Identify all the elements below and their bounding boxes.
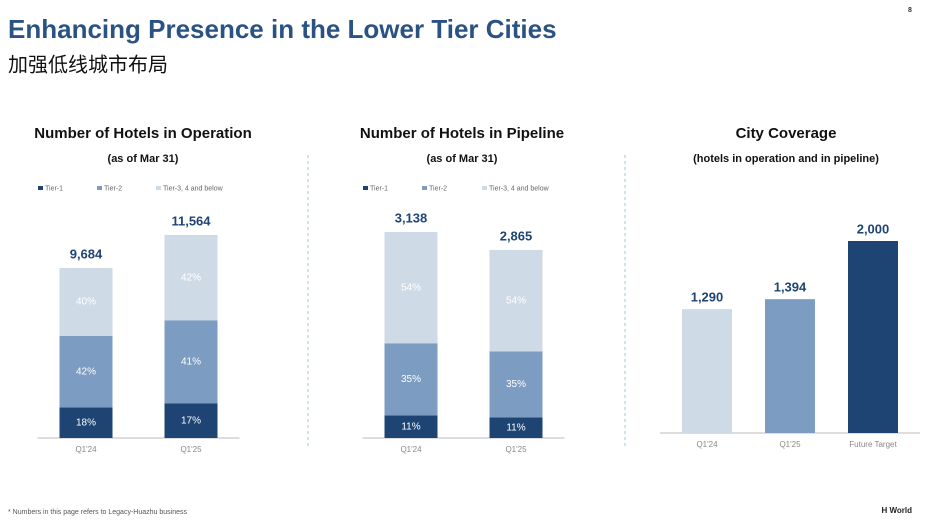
chart-subtitle: (hotels in operation and in pipeline) — [693, 153, 879, 165]
bar-segment — [384, 343, 438, 416]
segment-label: 35% — [506, 379, 526, 390]
legend-label: Tier-3, 4 and below — [163, 185, 224, 192]
bar-segment — [489, 417, 543, 438]
legend-swatch — [363, 186, 368, 190]
bar — [682, 309, 732, 433]
value-label: 1,290 — [691, 290, 724, 305]
bar — [848, 241, 898, 433]
bar-segment — [489, 249, 543, 352]
bar-segment — [59, 268, 113, 337]
total-label: 3,138 — [395, 210, 428, 225]
bar-segment — [59, 336, 113, 408]
legend-swatch — [38, 186, 43, 190]
value-label: 1,394 — [774, 280, 807, 295]
bar-segment — [164, 320, 218, 404]
segment-label: 11% — [401, 421, 420, 432]
segment-label: 40% — [76, 297, 96, 308]
legend-label: Tier-3, 4 and below — [489, 185, 550, 192]
page-number: 8 — [908, 7, 912, 14]
segment-label: 54% — [506, 295, 526, 306]
legend-swatch — [482, 186, 487, 190]
chart-title: City Coverage — [736, 125, 837, 142]
brand: H World — [881, 506, 912, 515]
x-tick-label: Q1'24 — [75, 445, 97, 454]
segment-label: 42% — [181, 272, 201, 283]
slide-subtitle: 加强低线城市布局 — [8, 53, 168, 76]
segment-label: 54% — [401, 282, 421, 293]
chart-subtitle: (as of Mar 31) — [108, 153, 179, 165]
x-tick-label: Q1'25 — [180, 445, 202, 454]
chart-subtitle: (as of Mar 31) — [427, 153, 498, 165]
footnote: * Numbers in this page refers to Legacy-… — [8, 509, 187, 516]
legend-label: Tier-2 — [104, 185, 122, 192]
total-label: 2,865 — [500, 228, 533, 243]
total-label: 11,564 — [171, 213, 211, 228]
x-tick-label: Q1'25 — [505, 445, 527, 454]
legend-swatch — [422, 186, 427, 190]
segment-label: 18% — [76, 417, 96, 428]
bar-segment — [59, 407, 113, 438]
bar — [765, 299, 815, 433]
segment-label: 17% — [181, 415, 201, 426]
x-tick-label: Q1'24 — [400, 445, 422, 454]
x-tick-label: Q1'24 — [696, 440, 718, 449]
segment-label: 42% — [76, 366, 96, 377]
x-tick-label: Future Target — [849, 440, 897, 449]
total-label: 9,684 — [70, 246, 103, 261]
chart-title: Number of Hotels in Operation — [34, 125, 252, 142]
bar-segment — [384, 415, 438, 438]
segment-label: 35% — [401, 374, 421, 385]
legend-swatch — [156, 186, 161, 190]
value-label: 2,000 — [857, 221, 890, 236]
bar-segment — [164, 235, 218, 321]
segment-label: 11% — [506, 422, 525, 433]
slide-title: Enhancing Presence in the Lower Tier Cit… — [8, 14, 557, 44]
legend-label: Tier-1 — [45, 185, 63, 192]
bar-segment — [489, 351, 543, 418]
segment-label: 41% — [181, 357, 201, 368]
legend-label: Tier-2 — [429, 185, 447, 192]
legend-swatch — [97, 186, 102, 190]
bar-segment — [384, 232, 438, 344]
x-tick-label: Q1'25 — [779, 440, 801, 449]
legend-label: Tier-1 — [370, 185, 388, 192]
bar-segment — [164, 403, 218, 438]
chart-title: Number of Hotels in Pipeline — [360, 125, 564, 142]
